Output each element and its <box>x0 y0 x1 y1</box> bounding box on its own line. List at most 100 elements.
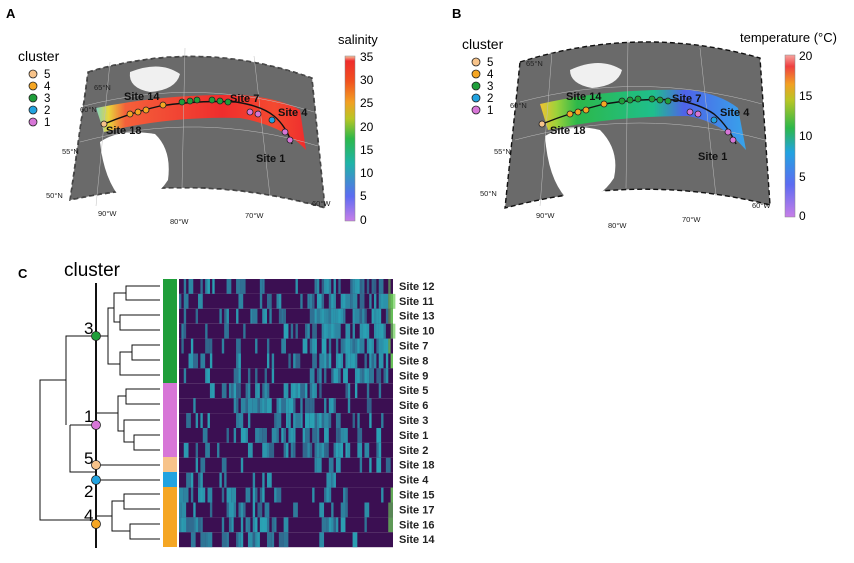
panel-b-legend-label-2: 2 <box>487 93 493 105</box>
heatmap-cell <box>290 398 296 414</box>
panel-a-cb-tick-5: 5 <box>360 189 367 203</box>
heatmap-cell <box>376 368 382 384</box>
heatmap-cell <box>224 472 227 488</box>
panel-a-cb-tick-10: 10 <box>360 166 374 180</box>
heatmap-cell <box>326 487 332 503</box>
heatmap-cell <box>376 428 382 443</box>
panel-a-hudson-bay <box>100 132 169 202</box>
panel-b-lat-65: 65°N <box>526 59 543 68</box>
panel-a-site-markers <box>100 96 294 144</box>
heatmap-cell <box>283 383 286 399</box>
heatmap-cell <box>247 487 251 503</box>
heatmap-cell <box>250 308 253 324</box>
heatmap-cell <box>252 487 256 503</box>
panel-c-cluster-number-4: 4 <box>84 506 93 525</box>
panel-a-lat-60: 60°N <box>80 105 97 114</box>
heatmap-cell <box>347 398 351 414</box>
panel-a-site-1: Site 1 <box>256 153 285 165</box>
heatmap-row-label: Site 8 <box>399 355 428 367</box>
heatmap-cell <box>326 323 329 339</box>
heatmap-cell <box>205 323 208 339</box>
heatmap-cell <box>302 442 306 458</box>
panel-a-lon-90: 90°W <box>98 209 117 218</box>
heatmap-cell <box>340 517 346 533</box>
heatmap-cell <box>357 428 363 443</box>
heatmap-cell <box>266 517 270 533</box>
heatmap-cell <box>369 457 372 473</box>
heatmap-cell <box>340 338 344 354</box>
heatmap-cell <box>281 308 284 324</box>
heatmap-cell <box>312 398 315 414</box>
heatmap-cell <box>324 398 327 414</box>
panel-a-cb-tick-25: 25 <box>360 96 374 110</box>
heatmap-cell <box>345 502 348 518</box>
heatmap-cell <box>335 442 339 458</box>
heatmap-cell <box>226 487 232 503</box>
heatmap-cell <box>212 383 215 399</box>
heatmap-cell <box>252 472 256 488</box>
panel-b-site-4: Site 4 <box>720 107 750 119</box>
heatmap-cell <box>236 279 241 294</box>
heatmap-cell <box>262 517 267 533</box>
heatmap-cell <box>350 293 353 309</box>
heatmap-cell <box>233 398 237 414</box>
heatmap-cell <box>286 383 289 399</box>
heatmap-cell <box>190 472 194 488</box>
heatmap-cell <box>252 398 258 414</box>
heatmap-cell <box>312 353 317 369</box>
panel-c-cluster-number-3: 3 <box>84 319 93 338</box>
heatmap-cell <box>269 442 275 458</box>
heatmap-cell <box>271 532 275 548</box>
heatmap-cell <box>266 338 270 354</box>
heatmap-cell <box>257 532 260 548</box>
heatmap-cell <box>264 502 270 518</box>
heatmap-cell <box>207 487 213 503</box>
heatmap-cell <box>226 532 229 548</box>
heatmap-row-label: Site 3 <box>399 415 428 427</box>
heatmap-cell <box>264 308 267 324</box>
heatmap-cell <box>378 442 382 458</box>
heatmap-cell <box>345 487 348 503</box>
heatmap-cell <box>314 338 317 354</box>
heatmap-cell <box>262 472 265 488</box>
heatmap-cell <box>345 442 348 458</box>
heatmap-cell <box>345 323 351 339</box>
heatmap-cell <box>286 323 289 339</box>
heatmap-cell <box>300 398 303 414</box>
heatmap-cell <box>357 442 363 458</box>
heatmap-cell <box>333 293 336 309</box>
heatmap-cell <box>228 517 232 533</box>
heatmap-cell <box>364 323 367 339</box>
heatmap-cell <box>343 428 348 443</box>
heatmap-cell <box>183 279 187 294</box>
heatmap-cell <box>233 428 237 443</box>
heatmap-cell <box>376 457 382 473</box>
heatmap-cell <box>186 413 191 428</box>
panel-a-letter: A <box>6 6 16 21</box>
panel-b-legend <box>471 57 481 115</box>
heatmap-cell <box>190 338 194 354</box>
heatmap-cell <box>354 383 358 399</box>
panel-c-cluster-nodes <box>91 331 101 529</box>
heatmap-cell <box>328 338 332 354</box>
heatmap-cell <box>338 442 344 458</box>
heatmap-cell <box>221 517 225 533</box>
heatmap-cell <box>383 293 389 309</box>
heatmap-cell <box>245 517 248 533</box>
heatmap-cell <box>362 279 365 294</box>
panel-a-map <box>69 47 326 209</box>
heatmap-cell <box>390 308 393 324</box>
panel-a-legend-label-2: 2 <box>44 105 50 117</box>
heatmap-cell <box>262 428 267 443</box>
heatmap-cell <box>388 279 391 294</box>
heatmap-cell <box>183 487 189 503</box>
heatmap-cell <box>183 442 189 458</box>
heatmap-cell <box>316 308 320 324</box>
heatmap-cell <box>307 293 310 309</box>
heatmap-cell <box>364 502 370 518</box>
heatmap-cell <box>252 502 256 518</box>
heatmap-cell <box>305 383 308 399</box>
heatmap-cell <box>305 398 310 414</box>
heatmap-cell <box>333 279 336 294</box>
heatmap-cell <box>312 383 315 399</box>
